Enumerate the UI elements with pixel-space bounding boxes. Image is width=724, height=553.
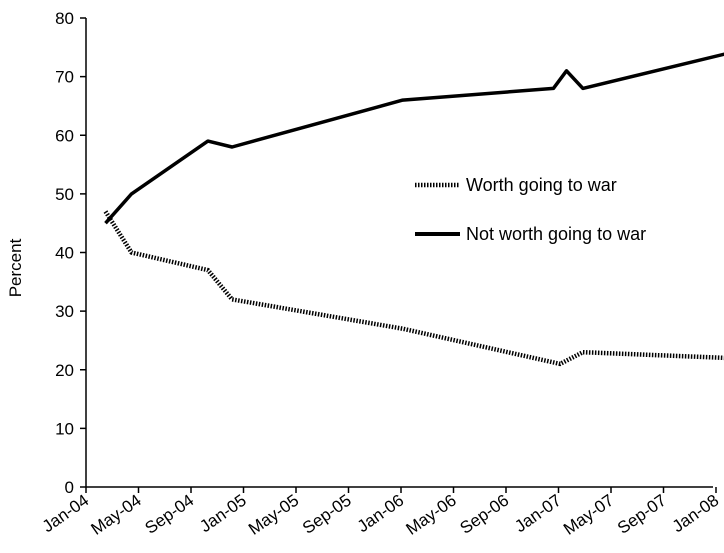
y-axis-title: Percent <box>6 238 25 297</box>
x-tick-label: Jan-04 <box>39 491 92 536</box>
x-tick-label: Sep-07 <box>614 491 670 538</box>
y-tick-label: 60 <box>55 126 74 145</box>
y-tick-label: 10 <box>55 419 74 438</box>
x-tick-label: Jan-06 <box>354 491 407 536</box>
x-tick-label: May-07 <box>560 491 617 539</box>
y-tick-label: 20 <box>55 361 74 380</box>
legend: Worth going to war Not worth going to wa… <box>415 175 646 244</box>
series-line-not-worth-going-to-war <box>104 52 724 225</box>
y-tick-label: 30 <box>55 302 74 321</box>
y-tick-label: 80 <box>55 9 74 28</box>
y-ticks: 0 10 20 30 40 50 60 70 80 <box>55 9 86 497</box>
x-tick-label: Sep-05 <box>299 491 355 538</box>
x-tick-label: Jan-05 <box>196 491 249 536</box>
legend-label-not-worth-going-to-war: Not worth going to war <box>466 224 646 244</box>
y-tick-label: 0 <box>65 478 74 497</box>
x-tick-label: May-05 <box>245 491 302 539</box>
y-tick-label: 50 <box>55 185 74 204</box>
x-tick-label: May-04 <box>87 491 144 539</box>
x-tick-label: Sep-04 <box>141 491 197 538</box>
x-tick-label: Jan-08 <box>669 491 722 536</box>
x-tick-label: Sep-06 <box>456 491 512 538</box>
series-layer <box>103 52 724 367</box>
y-tick-label: 70 <box>55 68 74 87</box>
legend-label-worth-going-to-war: Worth going to war <box>466 175 617 195</box>
x-tick-label: May-06 <box>402 491 459 539</box>
x-tick-label: Jan-07 <box>511 491 564 536</box>
axes <box>85 18 713 488</box>
y-tick-label: 40 <box>55 244 74 263</box>
